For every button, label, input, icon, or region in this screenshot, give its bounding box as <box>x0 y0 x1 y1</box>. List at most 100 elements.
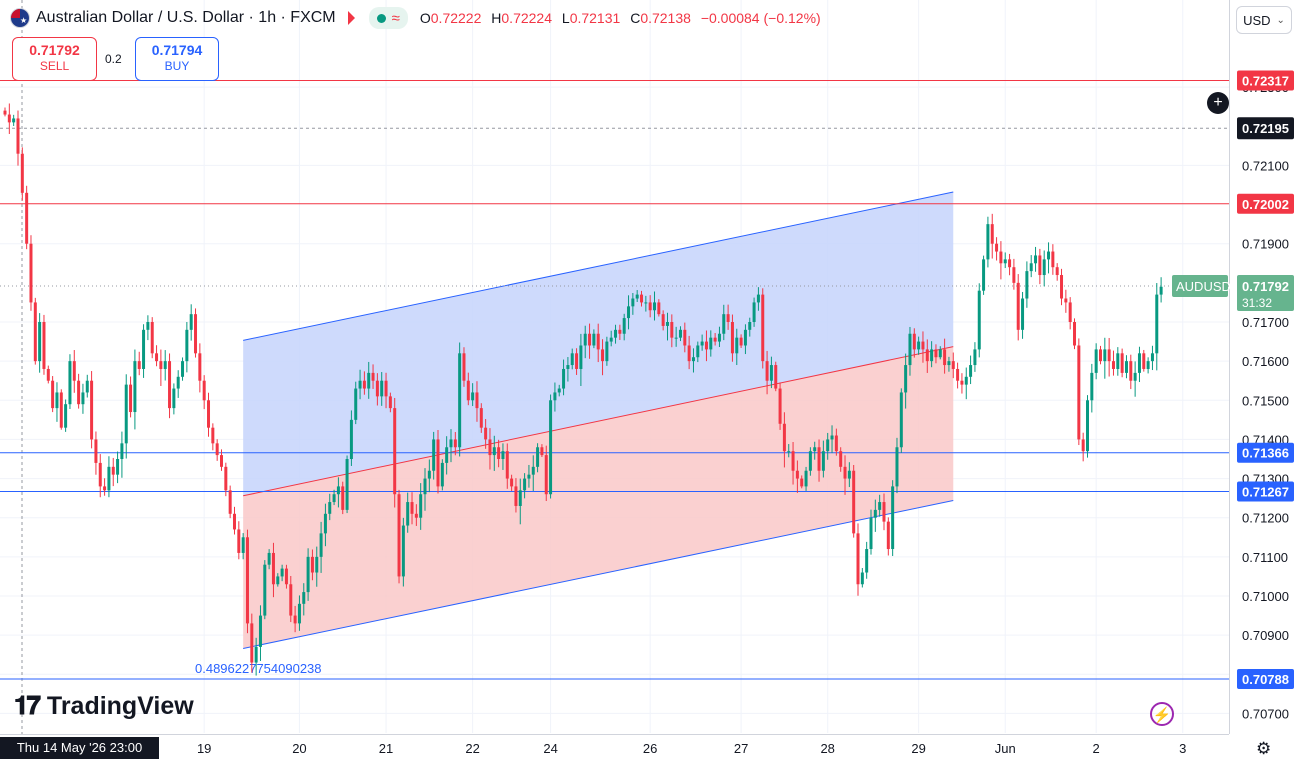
market-open-icon <box>376 13 386 23</box>
candle-body <box>241 537 245 553</box>
candle-body <box>319 533 323 557</box>
candle-body <box>471 392 475 401</box>
level-price-label: 0.72317 <box>1242 73 1289 88</box>
market-status-pill[interactable]: ≈ <box>368 7 408 29</box>
candle-body <box>185 329 189 362</box>
candle-body <box>393 408 397 495</box>
candle-body <box>51 380 55 409</box>
candle-body <box>1003 259 1007 264</box>
price-tick-label: 0.71600 <box>1242 354 1289 369</box>
candle-body <box>687 345 691 362</box>
candle-body <box>553 392 557 401</box>
candle-body <box>137 361 141 369</box>
candle-body <box>562 368 566 389</box>
alert-flag-icon[interactable] <box>347 11 355 25</box>
candle-body <box>1038 255 1042 276</box>
candle-body <box>107 466 111 491</box>
candle-body <box>1090 372 1094 401</box>
candle-body <box>501 451 505 459</box>
candle-body <box>297 603 301 624</box>
candle-body <box>276 576 280 585</box>
candle-body <box>449 439 453 448</box>
candle-body <box>839 451 843 467</box>
gear-icon[interactable]: ⚙ <box>1256 739 1272 758</box>
candle-body <box>1124 361 1128 373</box>
candle-body <box>566 365 570 369</box>
indicator-wave-icon: ≈ <box>391 9 400 27</box>
candle-body <box>120 443 124 459</box>
candle-body <box>843 466 847 479</box>
candle-body <box>59 392 63 428</box>
candle-body <box>81 392 85 405</box>
candle-body <box>432 439 436 471</box>
candle-body <box>258 615 262 647</box>
candle-body <box>739 337 743 346</box>
candle-body <box>129 384 133 413</box>
candle-body <box>1008 259 1012 268</box>
candle-body <box>1098 349 1102 362</box>
candle-body <box>254 646 258 663</box>
time-tick-label: 28 <box>820 741 834 756</box>
candle-body <box>683 329 687 346</box>
candle-body <box>211 427 215 444</box>
candle-body <box>510 478 514 487</box>
time-tick-label: 21 <box>379 741 393 756</box>
bar-countdown-label: 31:32 <box>1242 296 1272 310</box>
candle-body <box>33 302 37 362</box>
ohlc-values: O0.72222 H0.72224 L0.72131 C0.72138 −0.0… <box>419 10 821 26</box>
symbol-tag <box>1172 274 1228 297</box>
candle-body <box>982 259 986 291</box>
candle-body <box>124 384 128 444</box>
candle-body <box>869 517 873 550</box>
channel-value-label: 0.489622775409023​8 <box>195 661 322 676</box>
crosshair-date-label: Thu 14 May '26 23:00 <box>0 737 159 759</box>
candle-body <box>670 322 674 338</box>
candle-body <box>72 361 76 381</box>
tradingview-logo[interactable]: 𝟏𝟕 TradingView <box>14 690 194 720</box>
sell-button[interactable]: 0.71792 SELL <box>12 37 97 81</box>
candle-body <box>1025 271 1029 299</box>
candle-body <box>284 568 288 585</box>
time-tick-label: 20 <box>292 741 306 756</box>
candle-body <box>310 556 314 573</box>
crosshair-price-label: 0.72195 <box>1242 121 1289 136</box>
candle-body <box>1150 353 1154 362</box>
price-tick-label: 0.72100 <box>1242 158 1289 173</box>
candle-body <box>886 521 890 550</box>
candle-body <box>527 474 531 479</box>
candle-body <box>488 439 492 456</box>
candle-body <box>791 451 795 471</box>
lightning-icon[interactable]: ⚡ <box>1150 702 1174 726</box>
level-price-label: 0.72002 <box>1242 197 1289 212</box>
candle-body <box>735 337 739 354</box>
candle-body <box>1111 361 1115 369</box>
candle-body <box>579 345 583 369</box>
price-tick-label: 0.71000 <box>1242 589 1289 604</box>
symbol-title[interactable]: Australian Dollar / U.S. Dollar · 1h · F… <box>36 9 336 26</box>
candle-body <box>722 314 726 334</box>
candle-body <box>575 353 579 369</box>
candle-body <box>865 549 869 573</box>
candle-body <box>1142 353 1146 369</box>
candle-body <box>29 243 33 303</box>
candle-body <box>181 361 185 377</box>
price-tick-label: 0.70900 <box>1242 628 1289 643</box>
candle-body <box>367 372 371 389</box>
candle-body <box>77 380 81 405</box>
candle-body <box>895 447 899 487</box>
candle-body <box>237 529 241 553</box>
candle-body <box>1129 361 1133 381</box>
add-alert-crosshair-icon[interactable]: + <box>1207 92 1229 114</box>
candle-body <box>1034 255 1038 264</box>
candle-body <box>406 502 410 526</box>
candle-body <box>505 451 509 479</box>
buy-button[interactable]: 0.71794 BUY <box>135 37 219 81</box>
time-tick-label: 29 <box>911 741 925 756</box>
candle-body <box>159 361 163 369</box>
time-tick-label: 3 <box>1179 741 1186 756</box>
candle-body <box>540 447 544 456</box>
candle-body <box>631 298 635 307</box>
currency-dropdown[interactable]: USD ⌄ <box>1236 6 1292 34</box>
level-price-tag <box>1237 481 1294 502</box>
